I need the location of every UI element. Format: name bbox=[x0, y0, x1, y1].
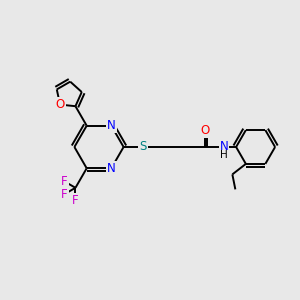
Text: H: H bbox=[220, 150, 228, 161]
Text: F: F bbox=[61, 175, 68, 188]
Text: O: O bbox=[200, 124, 209, 137]
Text: F: F bbox=[72, 194, 79, 207]
Text: S: S bbox=[140, 140, 147, 154]
Text: N: N bbox=[107, 162, 116, 175]
Text: O: O bbox=[56, 98, 64, 111]
Text: F: F bbox=[61, 188, 68, 201]
Text: N: N bbox=[220, 140, 229, 154]
Text: N: N bbox=[107, 119, 116, 132]
